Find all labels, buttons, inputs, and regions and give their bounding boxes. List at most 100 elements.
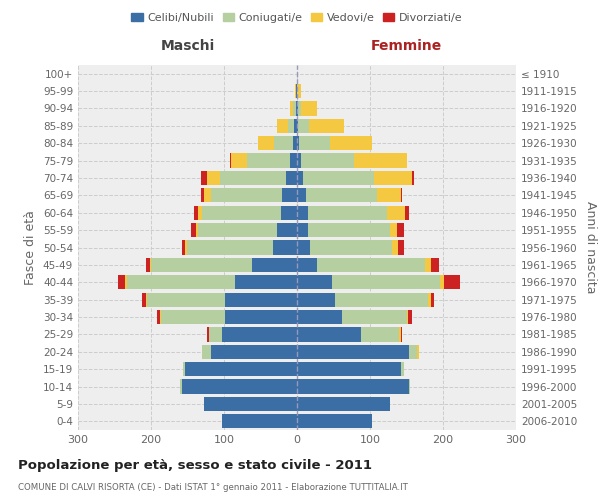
Bar (397, 223, 404, 237)
Bar (149, 258, 151, 272)
Bar (202, 344, 211, 359)
Bar (226, 310, 297, 324)
Bar (409, 380, 410, 394)
Bar (361, 328, 399, 342)
Bar (306, 188, 377, 202)
Bar (247, 154, 290, 168)
Bar (252, 258, 297, 272)
Bar (125, 275, 127, 289)
Bar (301, 154, 354, 168)
Bar (203, 188, 211, 202)
Bar (387, 206, 405, 220)
Bar (211, 188, 283, 202)
Bar (182, 380, 297, 394)
Bar (297, 380, 409, 394)
Bar (303, 171, 374, 185)
Bar (273, 240, 297, 254)
Bar (226, 292, 297, 307)
Bar (185, 362, 297, 376)
Text: Femmine: Femmine (371, 39, 442, 53)
Bar (277, 118, 288, 133)
Bar (207, 171, 220, 185)
Bar (220, 171, 286, 185)
Bar (202, 206, 281, 220)
Bar (418, 344, 419, 359)
Bar (296, 102, 297, 116)
Bar (232, 154, 247, 168)
Bar (297, 118, 298, 133)
Bar (308, 223, 390, 237)
Bar (297, 84, 301, 98)
Bar (297, 414, 372, 428)
Bar (183, 362, 185, 376)
Bar (354, 154, 407, 168)
Bar (202, 188, 203, 202)
Bar (235, 275, 297, 289)
Bar (146, 258, 149, 272)
Bar (293, 102, 296, 116)
Bar (194, 206, 199, 220)
Text: COMUNE DI CALVI RISORTA (CE) - Dati ISTAT 1° gennaio 2011 - Elaborazione TUTTITA: COMUNE DI CALVI RISORTA (CE) - Dati ISTA… (18, 484, 408, 492)
Bar (288, 118, 294, 133)
Bar (425, 258, 431, 272)
Bar (401, 188, 402, 202)
Bar (408, 310, 412, 324)
Legend: Celibi/Nubili, Coniugati/e, Vedovi/e, Divorziati/e: Celibi/Nubili, Coniugati/e, Vedovi/e, Di… (127, 8, 467, 28)
Bar (230, 154, 232, 168)
Bar (330, 136, 372, 150)
Bar (118, 275, 125, 289)
Bar (297, 102, 298, 116)
Bar (398, 240, 404, 254)
Text: Maschi: Maschi (160, 39, 215, 53)
Bar (308, 206, 387, 220)
Bar (182, 240, 185, 254)
Bar (297, 206, 308, 220)
Bar (277, 223, 297, 237)
Bar (286, 171, 297, 185)
Bar (198, 223, 277, 237)
Bar (294, 118, 297, 133)
Bar (297, 328, 361, 342)
Bar (295, 84, 296, 98)
Bar (290, 102, 293, 116)
Bar (401, 328, 402, 342)
Bar (199, 206, 202, 220)
Bar (142, 292, 146, 307)
Bar (297, 136, 299, 150)
Bar (399, 328, 401, 342)
Bar (444, 275, 460, 289)
Bar (297, 292, 335, 307)
Bar (157, 310, 160, 324)
Bar (297, 344, 409, 359)
Bar (211, 344, 297, 359)
Y-axis label: Fasce di età: Fasce di età (25, 210, 37, 285)
Bar (203, 397, 297, 411)
Bar (127, 275, 235, 289)
Bar (297, 240, 310, 254)
Bar (310, 118, 344, 133)
Bar (377, 188, 401, 202)
Bar (281, 206, 297, 220)
Bar (293, 136, 297, 150)
Bar (297, 310, 342, 324)
Bar (299, 136, 330, 150)
Bar (222, 414, 297, 428)
Bar (405, 206, 409, 220)
Bar (296, 84, 297, 98)
Bar (412, 171, 414, 185)
Bar (180, 380, 182, 394)
Bar (274, 136, 293, 150)
Bar (392, 240, 398, 254)
Bar (374, 171, 412, 185)
Bar (428, 292, 431, 307)
Bar (202, 171, 207, 185)
Bar (151, 258, 252, 272)
Bar (297, 154, 301, 168)
Bar (191, 223, 196, 237)
Bar (297, 275, 332, 289)
Bar (297, 258, 317, 272)
Bar (283, 188, 297, 202)
Bar (317, 258, 425, 272)
Bar (401, 362, 404, 376)
Text: Popolazione per età, sesso e stato civile - 2011: Popolazione per età, sesso e stato civil… (18, 460, 372, 472)
